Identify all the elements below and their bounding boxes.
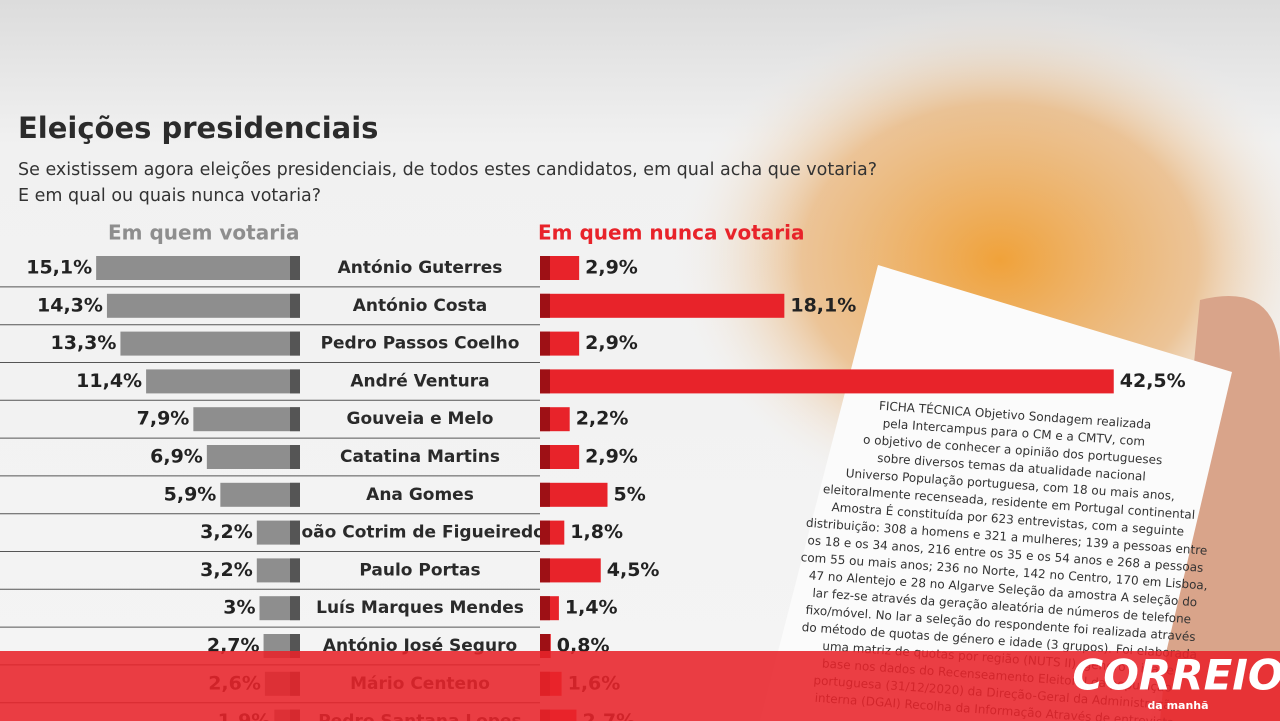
bar-cap xyxy=(540,445,550,469)
bar xyxy=(540,293,785,318)
data-label: 5,9% xyxy=(164,483,217,505)
bar-cap xyxy=(290,558,300,583)
data-label: 1,4% xyxy=(565,597,618,619)
bar xyxy=(106,293,300,318)
bar-cap xyxy=(540,256,550,280)
logo: CORREIO xyxy=(1072,651,1280,700)
bar-cap xyxy=(540,634,550,658)
category-label: Paulo Portas xyxy=(359,560,480,580)
data-label: 1,8% xyxy=(570,521,623,543)
subtitle: E em qual ou quais nunca votaria? xyxy=(18,186,321,206)
bar xyxy=(540,558,601,583)
bar-cap xyxy=(540,558,550,583)
data-label: 2,9% xyxy=(585,446,638,468)
legend-entry: Em quem nunca votaria xyxy=(538,221,804,245)
bar-cap xyxy=(290,520,300,545)
bar-cap xyxy=(290,634,300,658)
data-label: 3,2% xyxy=(200,559,253,581)
data-label: 3% xyxy=(223,597,255,619)
bar xyxy=(206,445,300,469)
category-label: João Cotrim de Figueiredo xyxy=(294,523,545,543)
bar xyxy=(146,369,300,394)
bar-cap xyxy=(290,331,300,356)
logo-tagline: da manhã xyxy=(1147,699,1208,712)
bar-cap xyxy=(540,596,550,621)
category-label: Pedro Passos Coelho xyxy=(321,334,520,354)
bar-cap xyxy=(540,482,550,507)
bar xyxy=(96,256,301,280)
data-label: 15,1% xyxy=(26,257,92,279)
bar-cap xyxy=(290,596,300,621)
data-label: 11,4% xyxy=(76,370,142,392)
category-label: António Guterres xyxy=(338,258,503,278)
data-label: 2,9% xyxy=(585,257,638,279)
data-label: 7,9% xyxy=(137,408,190,430)
bar-cap xyxy=(540,331,550,356)
bar xyxy=(120,331,300,356)
data-label: 18,1% xyxy=(790,294,856,316)
category-label: Catatina Martins xyxy=(340,447,500,467)
bar-cap xyxy=(540,293,550,318)
category-label: Luís Marques Mendes xyxy=(316,598,524,618)
category-label: Gouveia e Melo xyxy=(347,409,494,429)
bar-cap xyxy=(290,369,300,394)
bar-cap xyxy=(290,256,300,280)
bar xyxy=(540,482,608,507)
data-label: 4,5% xyxy=(607,559,660,581)
bar-cap xyxy=(290,293,300,318)
data-label: 14,3% xyxy=(37,294,103,316)
category-label: André Ventura xyxy=(350,371,489,391)
data-label: 42,5% xyxy=(1120,370,1186,392)
category-label: António Costa xyxy=(353,296,487,316)
data-label: 2,2% xyxy=(576,408,629,430)
data-label: 13,3% xyxy=(51,332,117,354)
banner xyxy=(0,651,1280,721)
data-label: 3,2% xyxy=(200,521,253,543)
bar-cap xyxy=(290,482,300,507)
bar-cap xyxy=(290,445,300,469)
bar xyxy=(220,482,300,507)
legend-entry: Em quem votaria xyxy=(108,221,299,245)
bar xyxy=(540,369,1114,394)
bar-cap xyxy=(290,407,300,432)
data-label: 5% xyxy=(614,483,646,505)
bar-cap xyxy=(540,369,550,394)
hand xyxy=(1160,296,1280,721)
data-label: 2,9% xyxy=(585,332,638,354)
category-label: Ana Gomes xyxy=(366,485,474,505)
data-label: 6,9% xyxy=(150,446,203,468)
chart-title: Eleições presidenciais xyxy=(18,111,378,145)
bar xyxy=(193,407,300,432)
bar-cap xyxy=(540,407,550,432)
subtitle: Se existissem agora eleições presidencia… xyxy=(18,160,877,180)
bar-cap xyxy=(540,520,550,545)
